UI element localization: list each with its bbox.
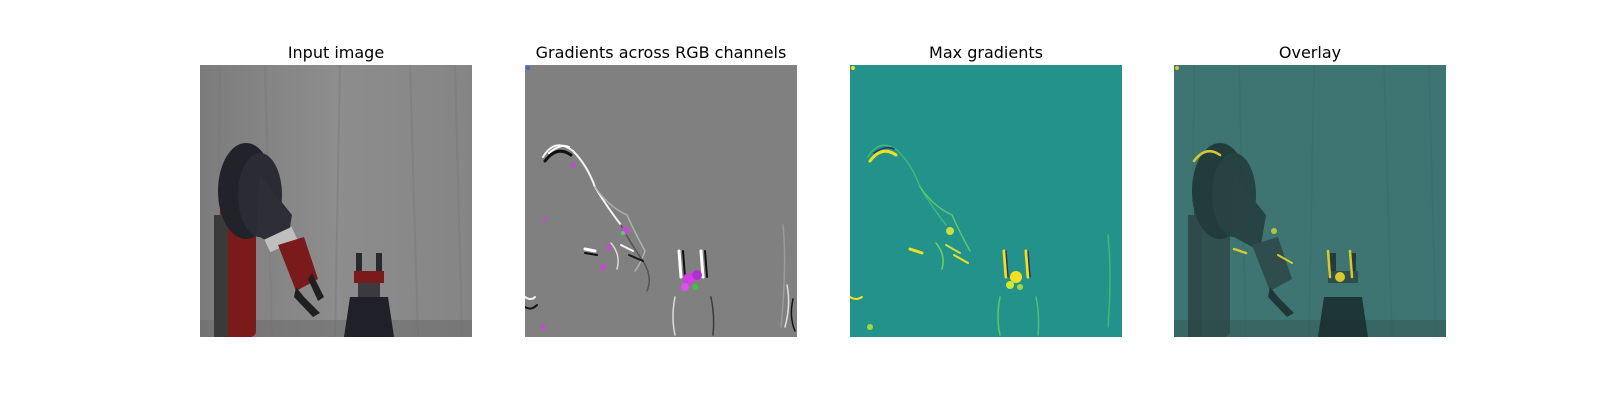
input-image (200, 65, 472, 337)
panel-title: Input image (287, 43, 385, 62)
panel-rgb-gradients: Gradients across RGB channels (525, 41, 797, 337)
panel-title: Max gradients (929, 43, 1043, 62)
panel-input-image: Input image (200, 41, 472, 337)
robot-arm-graphic (214, 143, 324, 337)
max-gradients-image (850, 65, 1122, 337)
panel-title: Gradients across RGB channels (535, 43, 787, 62)
panel-max-gradients: Max gradients (850, 41, 1122, 337)
panel-overlay: Overlay (1174, 41, 1446, 337)
rgb-gradients-image (525, 65, 797, 337)
gripper-graphic (344, 253, 394, 337)
overlay-image (1174, 65, 1446, 337)
panel-title: Overlay (1278, 43, 1342, 62)
